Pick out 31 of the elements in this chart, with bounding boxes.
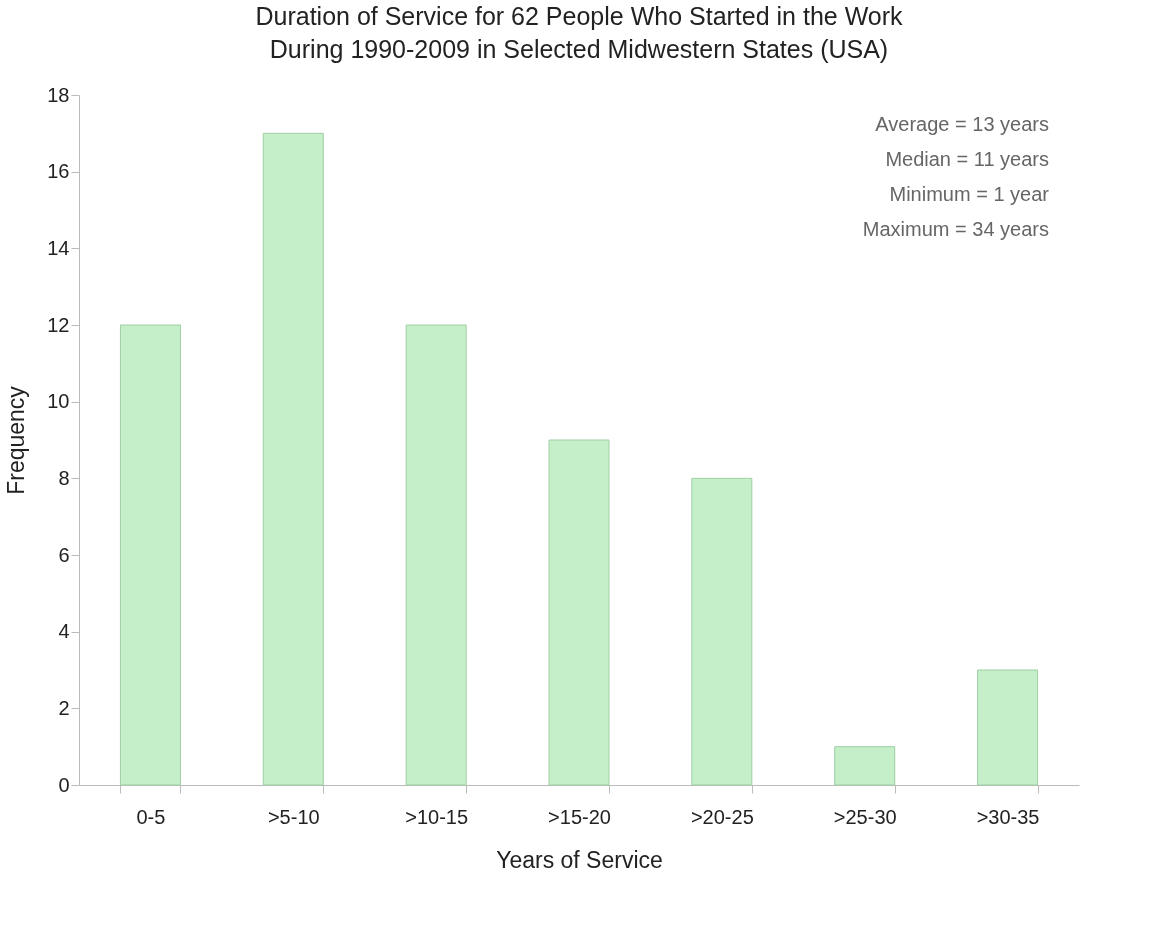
y-tick-label: 14 — [47, 236, 70, 259]
y-tick-label: 12 — [47, 313, 70, 336]
annotation: Median = 11 years — [885, 148, 1049, 170]
y-tick-label: 10 — [47, 390, 70, 413]
x-tick-label: >10-15 — [405, 805, 469, 828]
x-tick-label: >5-10 — [267, 805, 320, 828]
x-tick-label: >20-25 — [690, 805, 754, 828]
y-axis-title: Frequency — [3, 385, 30, 495]
bar — [834, 746, 896, 786]
y-tick-label: 18 — [47, 83, 70, 106]
y-tick-label: 4 — [58, 620, 70, 643]
y-tick-label: 8 — [58, 466, 70, 489]
x-tick-label: >15-20 — [548, 805, 611, 828]
x-axis-title: Years of Service — [496, 846, 663, 873]
annotation: Average = 13 years — [875, 113, 1049, 135]
bar — [977, 669, 1039, 786]
x-tick-label: >25-30 — [833, 805, 897, 828]
bar — [119, 324, 181, 786]
y-tick-label: 16 — [47, 160, 70, 183]
x-tick-label: 0-5 — [136, 805, 166, 828]
annotation: Maximum = 34 years — [862, 218, 1049, 240]
x-tick-label: >30-35 — [976, 805, 1040, 828]
y-tick-label: 2 — [58, 696, 70, 719]
bar — [262, 132, 324, 786]
y-tick-label: 0 — [58, 773, 70, 796]
bar — [548, 439, 610, 786]
chart-title: Duration of Service for 62 People Who Started in the Work During 1990-2009 in Selected Midwestern States (USA) — [255, 2, 904, 63]
bar — [405, 324, 467, 786]
y-tick-label: 6 — [58, 543, 70, 566]
bar — [691, 477, 753, 786]
annotation: Minimum = 1 year — [889, 183, 1050, 205]
